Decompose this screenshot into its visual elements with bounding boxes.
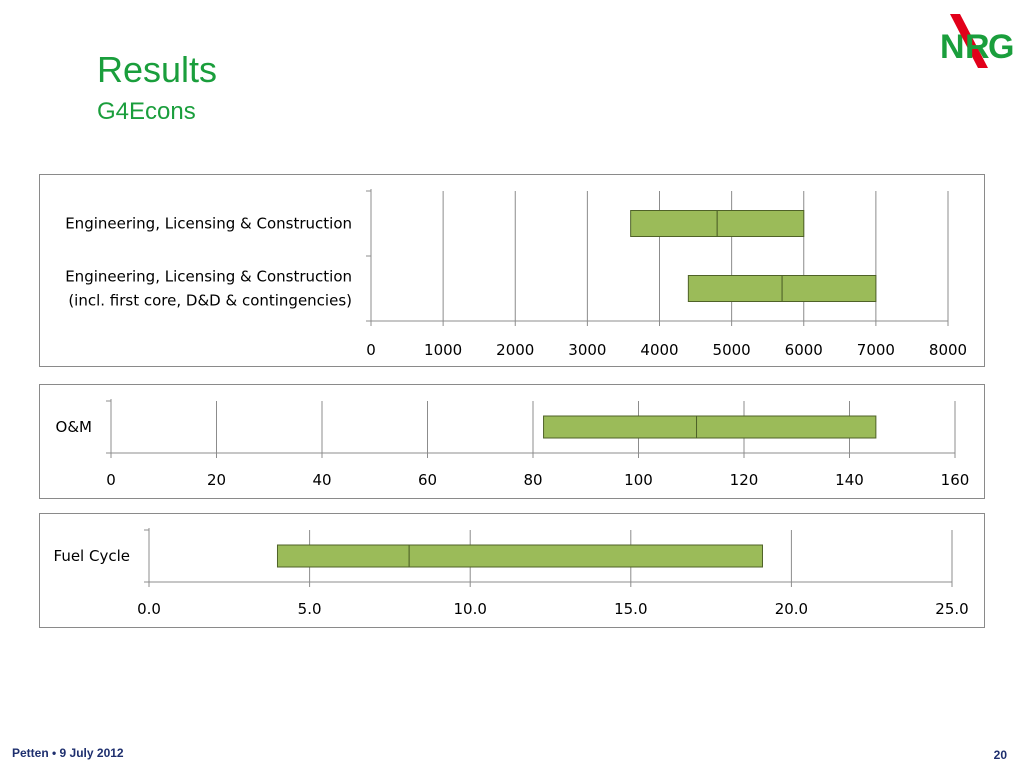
category-label: Fuel Cycle [54,547,130,565]
x-tick-label: 10.0 [453,600,486,618]
chart-fuel-svg: 0.0 5.0 10.0 15.0 20.0 25.0 Fuel Cycle [54,528,969,618]
x-tick-label: 2000 [496,341,534,359]
range-bar-lower [687,275,783,302]
chart-om: 0 20 40 60 80 100 120 140 160 O&M [39,384,985,499]
category-label: Engineering, Licensing & Construction [65,268,352,286]
x-tick-label: 140 [835,471,864,489]
x-tick-label: 20.0 [775,600,808,618]
x-tick-label: 20 [207,471,226,489]
x-tick-label: 80 [523,471,542,489]
x-tick-label: 8000 [929,341,967,359]
range-bar-upper [716,210,805,237]
range-bar-upper [408,544,763,568]
x-tick-label: 5.0 [298,600,322,618]
category-label: Engineering, Licensing & Construction [65,215,352,233]
svg-text:N: N [940,28,965,66]
chart-elc: 0 1000 2000 3000 4000 5000 6000 7000 8000 Enginee… [39,174,985,367]
x-tick-label: 0.0 [137,600,161,618]
page-number: 20 [993,748,1007,762]
chart-elc-svg: 0 1000 2000 3000 4000 5000 6000 7000 8000 Enginee… [65,189,967,359]
x-tick-label: 7000 [857,341,895,359]
x-tick-label: 40 [312,471,331,489]
chart-fuel: 0.0 5.0 10.0 15.0 20.0 25.0 Fuel Cycle [39,513,985,628]
x-tick-label: 5000 [713,341,751,359]
range-bar-upper [696,415,877,439]
x-tick-label: 1000 [424,341,462,359]
x-tick-label: 100 [624,471,653,489]
x-tick-label: 25.0 [935,600,968,618]
range-bar-lower [543,415,698,439]
x-tick-label: 6000 [785,341,823,359]
slide-subtitle: G4Econs [97,98,196,125]
range-bar-lower [630,210,718,237]
chart-om-svg: 0 20 40 60 80 100 120 140 160 O&M [56,399,970,489]
svg-text:R: R [965,28,990,66]
x-tick-label: 15.0 [614,600,647,618]
x-tick-label: 0 [366,341,376,359]
footer-location-date: Petten • 9 July 2012 [12,746,124,760]
x-tick-label: 120 [730,471,759,489]
x-tick-label: 60 [418,471,437,489]
x-tick-label: 0 [106,471,116,489]
slide-title: Results [97,49,218,90]
range-bar-upper [781,275,877,302]
x-tick-label: 160 [941,471,970,489]
nrg-logo: N G R [940,14,1014,68]
x-tick-label: 4000 [640,341,678,359]
category-label: O&M [56,418,92,436]
svg-text:G: G [988,28,1014,66]
range-bar-lower [276,544,410,568]
category-label: (incl. first core, D&D & contingencies) [68,292,352,310]
x-tick-label: 3000 [568,341,606,359]
